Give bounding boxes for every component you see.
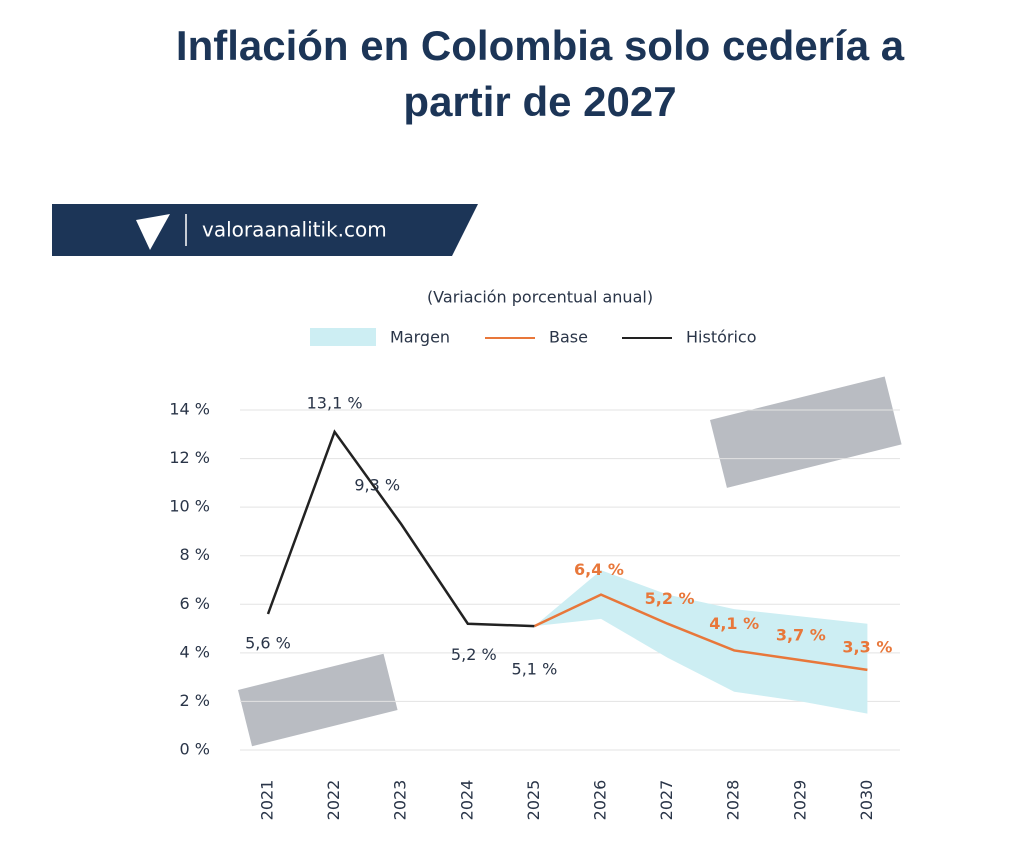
legend-label: Margen xyxy=(390,328,450,347)
y-tick-label: 14 % xyxy=(169,400,210,419)
x-tick-label: 2021 xyxy=(258,780,277,821)
chart-subtitle: (Variación porcentual anual) xyxy=(427,288,653,307)
chart-title: Inflación en Colombia solo cedería a par… xyxy=(175,22,905,125)
x-tick-label: 2022 xyxy=(324,780,343,821)
x-tick-label: 2030 xyxy=(857,780,876,821)
brand-logo xyxy=(136,214,170,250)
y-tick-label: 6 % xyxy=(180,594,210,613)
banknote-decoration xyxy=(238,653,398,747)
x-tick-label: 2026 xyxy=(591,780,610,821)
banknote-decoration xyxy=(710,376,902,488)
y-tick-label: 4 % xyxy=(180,642,210,661)
data-label: 5,2 % xyxy=(645,589,695,608)
y-tick-label: 2 % xyxy=(180,691,210,710)
x-tick-label: 2023 xyxy=(391,780,410,821)
x-tick-label: 2029 xyxy=(790,780,809,821)
data-label: 5,1 % xyxy=(512,660,558,679)
brand-text: valoraanalitik.com xyxy=(202,218,387,242)
x-tick-label: 2024 xyxy=(457,780,476,821)
y-tick-label: 10 % xyxy=(169,497,210,516)
line xyxy=(533,593,868,672)
data-label: 5,2 % xyxy=(451,645,497,664)
band-area xyxy=(534,570,868,714)
x-tick-label: 2027 xyxy=(657,780,676,821)
y-tick-label: 12 % xyxy=(169,448,210,467)
data-label: 6,4 % xyxy=(574,560,624,579)
y-tick-label: 8 % xyxy=(180,545,210,564)
legend-label: Base xyxy=(549,328,588,347)
y-tick-label: 0 % xyxy=(180,740,210,759)
x-tick-label: 2025 xyxy=(524,780,543,821)
legend-swatch xyxy=(310,328,376,346)
data-label: 3,3 % xyxy=(842,637,892,656)
data-label: 9,3 % xyxy=(354,476,400,495)
data-label: 13,1 % xyxy=(307,393,363,412)
data-label: 3,7 % xyxy=(776,626,826,645)
line xyxy=(266,429,535,628)
data-label: 5,6 % xyxy=(245,634,291,653)
data-label: 4,1 % xyxy=(709,614,759,633)
x-tick-label: 2028 xyxy=(724,780,743,821)
legend-label: Histórico xyxy=(686,328,756,347)
